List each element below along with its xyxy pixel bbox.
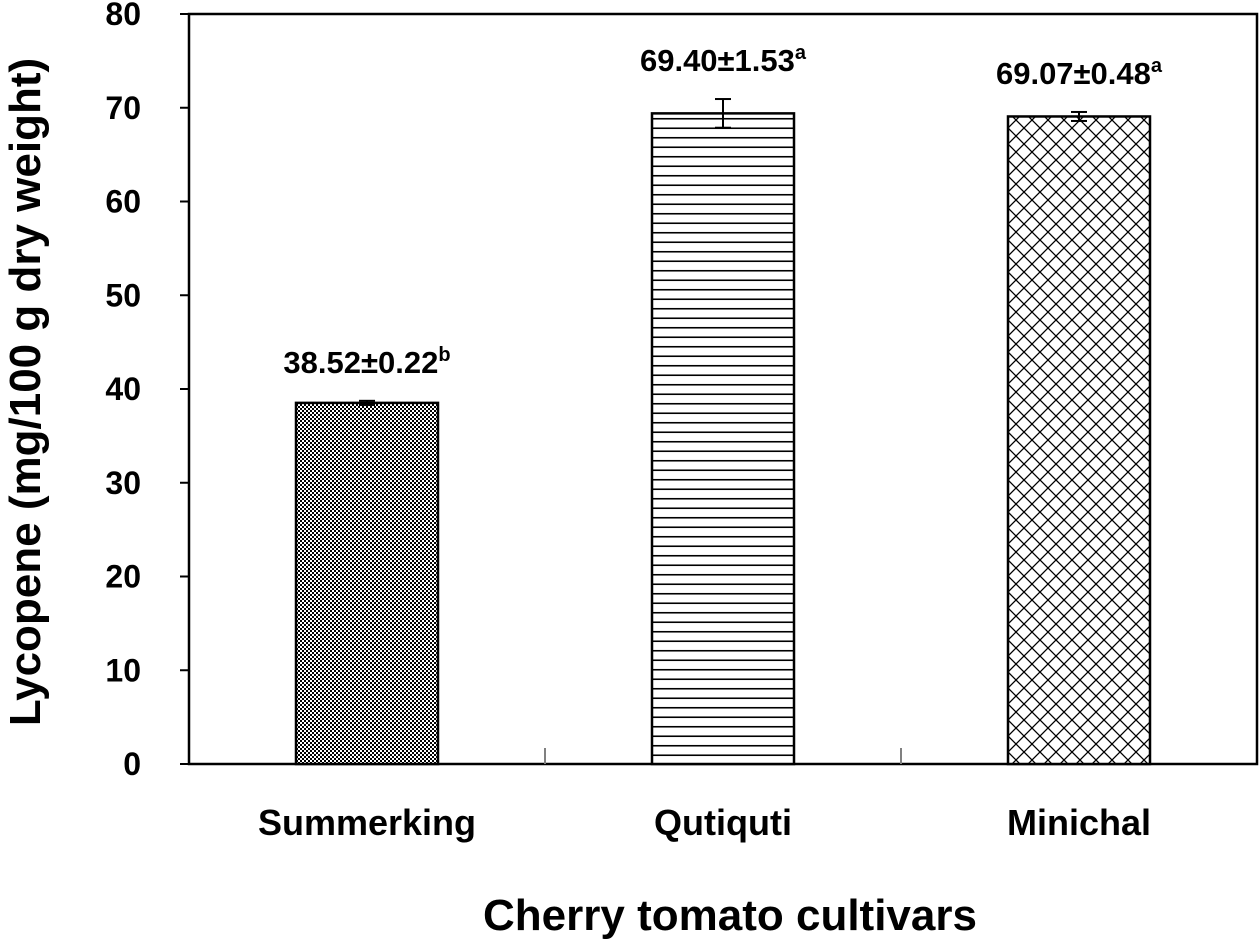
x-category-label: Qutiquti (654, 802, 792, 843)
y-tick-label: 60 (105, 184, 141, 220)
y-tick-label: 80 (105, 0, 141, 32)
y-tick-label: 20 (105, 559, 141, 595)
bar-group: 38.52±0.22b (283, 344, 451, 766)
data-label: 69.07±0.48a (996, 55, 1163, 91)
data-label-value: 69.40±1.53 (640, 43, 795, 78)
data-label: 38.52±0.22b (283, 344, 450, 380)
x-axis-title: Cherry tomato cultivars (483, 891, 977, 940)
bar-group: 69.07±0.48a (996, 55, 1163, 766)
x-category-label: Summerking (258, 802, 476, 843)
data-label-value: 38.52±0.22 (283, 345, 438, 380)
y-tick-label: 10 (105, 652, 141, 688)
bar (650, 112, 796, 766)
y-axis-ticks: 0 10 20 30 40 50 60 70 80 (105, 0, 189, 782)
significance-letter: a (1151, 55, 1163, 77)
bar (294, 401, 440, 766)
y-axis-title: Lycopene (mg/100 g dry weight) (1, 58, 50, 726)
y-tick-label: 0 (123, 746, 141, 782)
error-bar (1071, 110, 1087, 122)
x-category-label: Minichal (1007, 802, 1151, 843)
error-bar (715, 98, 731, 129)
y-tick-label: 30 (105, 465, 141, 501)
bar (1006, 115, 1152, 766)
x-axis-category-dividers (544, 748, 902, 764)
bar-group: 69.40±1.53a (640, 42, 807, 766)
error-bar (359, 399, 375, 406)
y-tick-label: 70 (105, 90, 141, 126)
data-label: 69.40±1.53a (640, 42, 807, 78)
significance-letter: b (438, 344, 450, 366)
data-label-value: 69.07±0.48 (996, 56, 1151, 91)
significance-letter: a (795, 42, 807, 64)
x-axis-category-labels: Summerking Qutiquti Minichal (258, 802, 1151, 843)
y-tick-label: 50 (105, 277, 141, 313)
y-tick-label: 40 (105, 371, 141, 407)
